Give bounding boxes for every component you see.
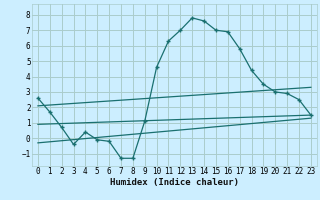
X-axis label: Humidex (Indice chaleur): Humidex (Indice chaleur): [110, 178, 239, 187]
